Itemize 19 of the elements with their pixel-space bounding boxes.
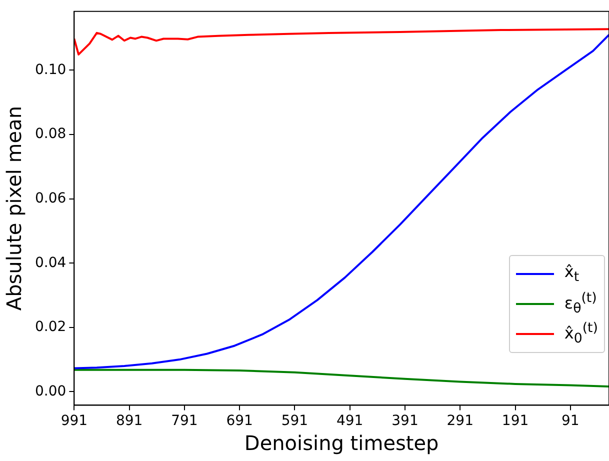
x-tick-label: 991 (60, 413, 88, 430)
y-tick-label: 0.10 (35, 62, 66, 78)
legend-label: x̂$_{t}$ (564, 262, 580, 286)
y-tick-label: 0.00 (35, 383, 66, 400)
x-tick-label: 291 (446, 413, 474, 430)
y-tick-label: 0.02 (35, 319, 66, 336)
x-tick-label: 691 (226, 413, 253, 430)
x-axis-title: Denoising timestep (244, 431, 439, 456)
y-tick-label: 0.06 (35, 190, 66, 206)
y-axis-title: Absulute pixel mean (2, 106, 26, 311)
x-tick-label: 491 (336, 413, 364, 430)
y-tick-label: 0.08 (35, 126, 66, 142)
x-tick-label: 791 (171, 413, 198, 430)
y-tick-label: 0.04 (35, 254, 66, 271)
x-tick-label: 91 (561, 413, 580, 430)
x-tick-label: 891 (116, 413, 143, 430)
x-tick-label: 591 (281, 413, 308, 430)
x-tick-label: 391 (392, 413, 418, 430)
x-tick-label: 191 (502, 413, 529, 430)
